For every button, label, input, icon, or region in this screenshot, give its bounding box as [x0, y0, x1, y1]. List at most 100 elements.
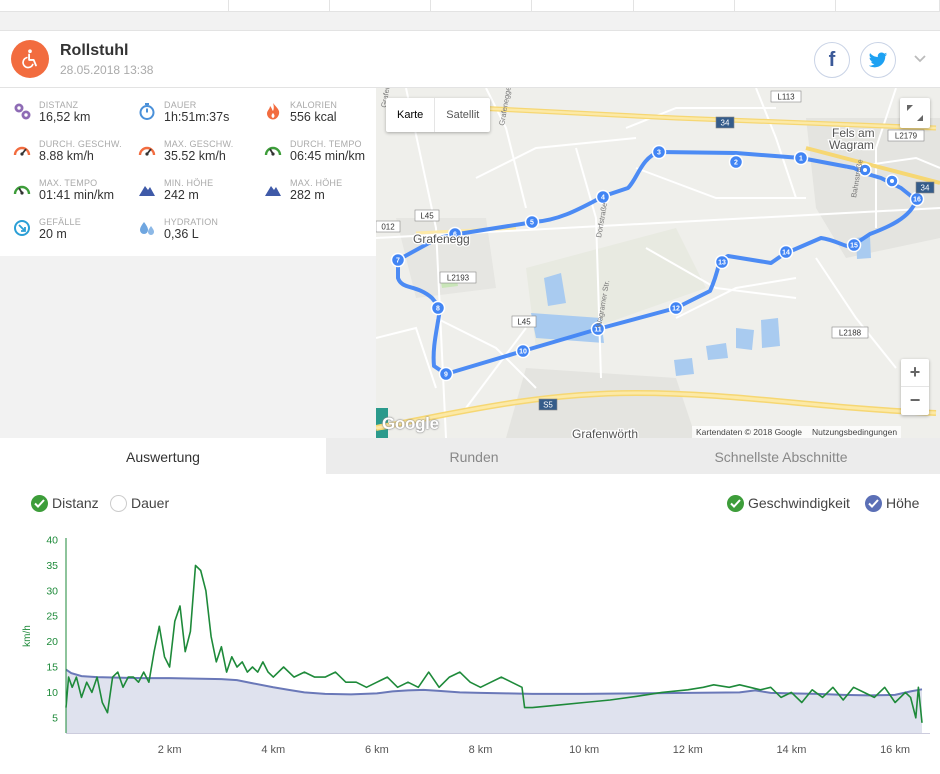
route-marker[interactable]: 1: [793, 150, 809, 166]
elevation-area: [66, 669, 922, 733]
top-strip-segment: [229, 0, 330, 12]
top-strip-segment: [0, 0, 229, 12]
road-number-label: 34: [715, 116, 735, 129]
route-marker[interactable]: 5: [524, 214, 540, 230]
route-marker[interactable]: 2: [728, 154, 744, 170]
stat-value: 20 m: [39, 227, 67, 241]
toggle-label: Dauer: [131, 495, 170, 511]
stat-value: 8.88 km/h: [39, 149, 94, 163]
route-marker[interactable]: 9: [438, 366, 454, 382]
radio-empty-icon: [110, 494, 127, 512]
svg-text:2: 2: [734, 160, 738, 167]
route-marker[interactable]: 6: [447, 226, 463, 242]
route-marker[interactable]: 12: [668, 300, 684, 316]
route-marker[interactable]: 3: [651, 144, 667, 160]
analysis-tabs: Auswertung Runden Schnellste Abschnitte: [0, 438, 940, 474]
speed-elevation-chart: 5 10 15 20 25 30 35 40 km/h 2 km 4 km 6 km 8 km 10 km…: [22, 535, 930, 756]
zoom-out-button[interactable]: −: [909, 390, 921, 410]
stat-distanz: DISTANZ 16,52 km: [13, 100, 138, 136]
facebook-share-button[interactable]: f: [814, 42, 850, 78]
y-tick-label: 25: [46, 611, 58, 623]
stat-label: GEFÄLLE: [39, 217, 81, 227]
stat-value: 282 m: [290, 188, 325, 202]
stat-label: HYDRATION: [164, 217, 219, 227]
zoom-control: + −: [901, 359, 929, 415]
y-tick-label: 35: [46, 560, 58, 572]
map-attribution: Kartendaten © 2018 Google Nutzungsbedingu…: [692, 426, 902, 438]
map-type-control: Karte Satellit: [386, 98, 491, 132]
route-marker[interactable]: 10: [515, 343, 531, 359]
toggle-distanz[interactable]: Distanz: [31, 494, 99, 512]
chevron-down-icon[interactable]: [913, 51, 927, 69]
facebook-icon: f: [828, 48, 836, 71]
svg-text:7: 7: [396, 258, 400, 265]
svg-text:10: 10: [519, 349, 527, 356]
place-label: Grafenegg: [413, 232, 470, 246]
tab-schnellste-abschnitte[interactable]: Schnellste Abschnitte: [622, 438, 940, 474]
road-number-label: S5: [538, 398, 558, 411]
mountain-icon: [265, 186, 281, 196]
speed-line: [65, 564, 923, 723]
toggle-dauer[interactable]: Dauer: [110, 494, 169, 512]
top-strip-segment: [330, 0, 431, 12]
elevation-line: [65, 668, 923, 697]
svg-text:34: 34: [921, 184, 930, 193]
stat-value: 06:45 min/km: [290, 149, 366, 163]
stat-label: MAX. TEMPO: [39, 178, 98, 188]
svg-text:L113: L113: [777, 93, 795, 102]
tab-auswertung[interactable]: Auswertung: [0, 438, 326, 474]
svg-text:4: 4: [601, 195, 605, 202]
svg-text:1: 1: [799, 156, 803, 163]
toggle-geschwindigkeit[interactable]: Geschwindigkeit: [727, 494, 850, 512]
route-marker[interactable]: 4: [595, 189, 611, 205]
stat-max-geschw: MAX. GESCHW. 35.52 km/h: [138, 139, 263, 175]
y-tick-label: 20: [46, 636, 58, 648]
zoom-in-button[interactable]: +: [901, 359, 929, 387]
route-marker[interactable]: 13: [714, 254, 730, 270]
x-tick-label: 8 km: [469, 744, 493, 756]
mountain-icon: [139, 186, 155, 196]
activity-header: Rollstuhl 28.05.2018 13:38 f: [0, 30, 940, 88]
stat-label: MIN. HÖHE: [164, 178, 214, 188]
stat-label: DURCH. TEMPO: [290, 139, 362, 149]
route-marker[interactable]: 14: [778, 244, 794, 260]
y-tick-label: 5: [52, 712, 58, 724]
svg-text:012: 012: [381, 223, 395, 232]
stat-label: MAX. GESCHW.: [164, 139, 234, 149]
road-number-label: L2188: [831, 326, 869, 339]
svg-text:16: 16: [913, 197, 921, 204]
twitter-icon: [868, 52, 888, 67]
toggle-label: Distanz: [52, 495, 99, 511]
toggle-label: Höhe: [886, 495, 920, 511]
x-tick-label: 4 km: [261, 744, 285, 756]
svg-text:8: 8: [436, 306, 440, 313]
svg-text:9: 9: [444, 372, 448, 379]
fullscreen-button[interactable]: [900, 98, 930, 128]
twitter-share-button[interactable]: [860, 42, 896, 78]
distance-icon: [14, 103, 31, 120]
y-axis-label: km/h: [22, 625, 33, 647]
stat-label: DISTANZ: [39, 100, 79, 110]
road-number-label: L45: [414, 209, 440, 222]
map-type-satellit-button[interactable]: Satellit: [446, 109, 480, 121]
place-label: Fels am: [832, 126, 875, 140]
road-number-label: L113: [770, 90, 802, 103]
top-strip-segment: [634, 0, 735, 12]
route-marker[interactable]: 7: [390, 252, 406, 268]
route-marker[interactable]: 16: [909, 191, 925, 207]
top-strip-segment: [532, 0, 634, 12]
tab-runden[interactable]: Runden: [326, 438, 622, 474]
route-map[interactable]: 1 2 3 4 5 6 7 8 9 10 11 12 13 14 15 16 L113 34 L2179 34 L45…: [376, 88, 940, 438]
location-pin-icon: [858, 163, 899, 188]
terms-link[interactable]: Nutzungsbedingungen: [811, 427, 898, 437]
y-tick-label: 10: [46, 687, 58, 699]
map-type-karte-button[interactable]: Karte: [386, 98, 436, 132]
x-tick-label: 12 km: [673, 744, 703, 756]
route-marker[interactable]: 15: [846, 237, 862, 253]
road-number-label: L2193: [439, 271, 477, 284]
route-marker[interactable]: 8: [430, 300, 446, 316]
top-strip-segment: [836, 0, 940, 12]
toggle-hoehe[interactable]: Höhe: [865, 494, 919, 512]
route-marker[interactable]: 11: [590, 321, 606, 337]
